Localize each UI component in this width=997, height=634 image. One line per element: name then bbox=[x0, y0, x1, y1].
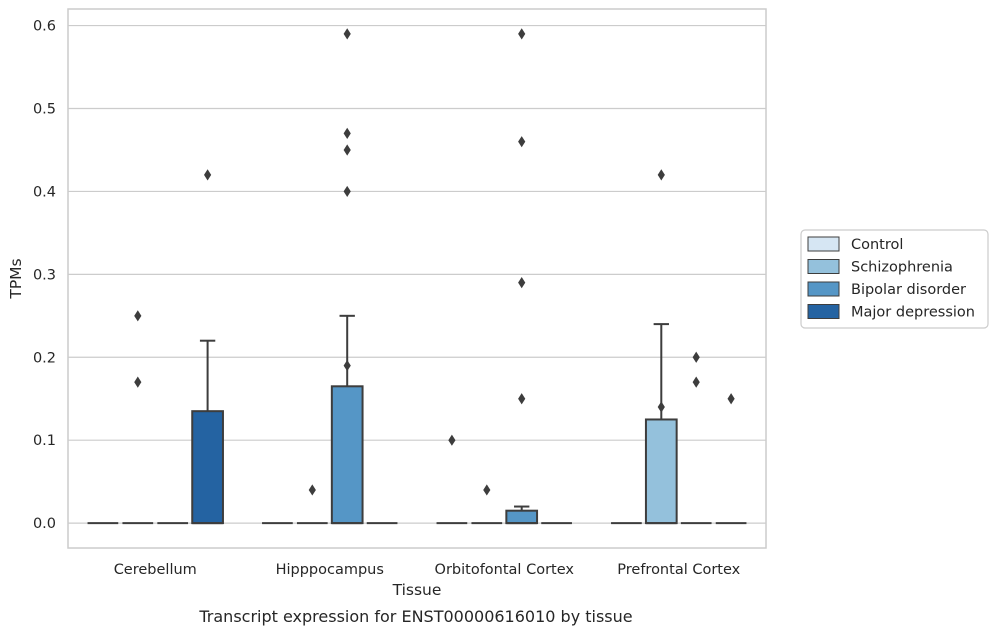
outlier-point bbox=[518, 277, 526, 289]
outlier-point bbox=[518, 393, 526, 405]
outlier-point bbox=[134, 310, 142, 322]
box-bipolar-disorder bbox=[505, 28, 539, 525]
outlier-point bbox=[518, 28, 526, 40]
y-tick-label: 0.4 bbox=[33, 184, 56, 200]
outlier-point bbox=[343, 359, 351, 372]
box-schizophrenia bbox=[644, 169, 678, 525]
x-tick-label: Prefrontal Cortex bbox=[617, 562, 740, 578]
outlier-point bbox=[692, 376, 700, 388]
box-major-depression bbox=[191, 169, 224, 525]
outlier-point bbox=[518, 136, 526, 148]
box-major-depression bbox=[715, 393, 747, 525]
x-axis-label: Tissue bbox=[392, 581, 442, 599]
box-bipolar-disorder bbox=[330, 28, 364, 525]
legend-label: Control bbox=[851, 237, 903, 253]
x-tick-label: Hipppocampus bbox=[276, 562, 384, 578]
legend-swatch bbox=[807, 236, 840, 252]
legend-frame bbox=[800, 229, 989, 329]
box-schizophrenia bbox=[471, 484, 503, 525]
box-body bbox=[644, 418, 678, 525]
legend-swatch bbox=[807, 259, 840, 274]
x-tick-label: Orbitofontal Cortex bbox=[435, 562, 575, 578]
outlier-point bbox=[343, 127, 351, 139]
box-plot-marks bbox=[87, 28, 747, 525]
y-tick-label: 0.2 bbox=[33, 350, 56, 366]
x-tick-labels: Cerebellum Hipppocampus Orbitofontal Corte… bbox=[114, 562, 741, 578]
outlier-point bbox=[343, 144, 351, 156]
legend-swatch bbox=[807, 304, 840, 319]
chart-caption: Transcript expression for ENST0000061601… bbox=[198, 607, 632, 626]
plot-frame bbox=[67, 8, 767, 549]
box-body bbox=[330, 385, 364, 525]
outlier-point bbox=[343, 28, 351, 40]
box-schizophrenia bbox=[122, 310, 154, 525]
legend-swatch bbox=[807, 281, 840, 297]
outlier-point bbox=[692, 351, 700, 363]
y-gridlines bbox=[68, 24, 766, 524]
y-tick-label: 0.3 bbox=[33, 267, 56, 283]
y-tick-labels: 0.0 0.1 0.2 0.3 0.4 0.5 0.6 bbox=[33, 19, 56, 533]
legend-label: Bipolar disorder bbox=[851, 282, 966, 298]
box-bipolar-disorder bbox=[680, 351, 712, 525]
outlier-point bbox=[308, 484, 316, 496]
outlier-point bbox=[448, 434, 456, 446]
outlier-point bbox=[657, 169, 665, 181]
legend-label: Schizophrenia bbox=[851, 260, 953, 276]
outlier-point bbox=[204, 169, 212, 181]
x-tick-label: Cerebellum bbox=[114, 562, 197, 578]
legend: Control Schizophrenia Bipolar disorder Majo… bbox=[800, 229, 989, 329]
box-body bbox=[191, 410, 224, 525]
box-schizophrenia bbox=[296, 484, 328, 525]
outlier-point bbox=[483, 484, 491, 496]
outlier-point bbox=[134, 376, 142, 388]
y-axis-label: TPMs bbox=[7, 258, 25, 299]
y-tick-label: 0.0 bbox=[33, 516, 56, 532]
y-tick-label: 0.6 bbox=[33, 19, 56, 35]
outlier-point bbox=[657, 401, 665, 413]
outlier-point bbox=[727, 393, 735, 405]
y-tick-label: 0.5 bbox=[33, 102, 56, 118]
outlier-point bbox=[343, 185, 351, 198]
legend-label: Major depression bbox=[851, 305, 975, 321]
box-control bbox=[436, 434, 468, 525]
box-body bbox=[505, 509, 539, 525]
y-tick-label: 0.1 bbox=[33, 433, 56, 449]
